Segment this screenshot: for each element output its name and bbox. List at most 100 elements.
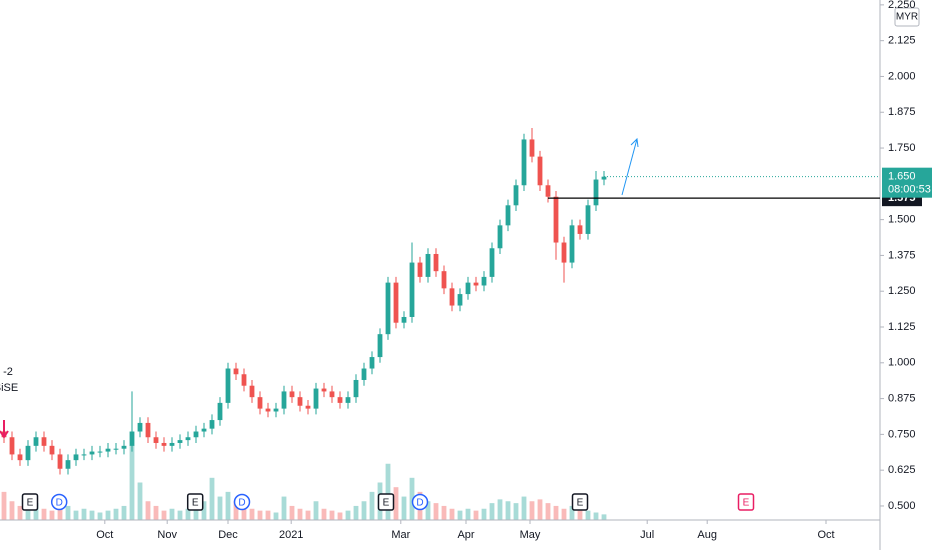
candle-body: [217, 402, 223, 421]
candle-body: [369, 357, 375, 369]
candle-body: [561, 242, 567, 263]
candle-body: [129, 431, 135, 446]
y-tick-label: 1.375: [888, 249, 916, 261]
volume-bar: [161, 510, 167, 520]
volume-bar: [41, 508, 47, 520]
currency-box: [894, 7, 920, 27]
volume-bar: [497, 499, 503, 520]
candle-body: [25, 445, 31, 461]
candle-body: [113, 448, 119, 450]
candle-body: [553, 196, 559, 243]
volume-bar: [289, 505, 295, 520]
volume-bar: [401, 496, 407, 520]
candle-body: [185, 437, 191, 441]
candle-body: [145, 422, 151, 438]
volume-bar: [209, 477, 215, 520]
projection-arrow: [621, 137, 639, 196]
event-label: E: [27, 498, 34, 509]
volume-bar: [273, 512, 279, 520]
candle-body: [153, 437, 159, 443]
x-tick-label: May: [520, 529, 541, 541]
volume-bar: [409, 477, 415, 520]
volume-bar: [513, 503, 519, 520]
candle-body: [89, 451, 95, 455]
candle-body: [529, 139, 535, 157]
annotation: -2: [3, 366, 13, 378]
candle-body: [297, 397, 303, 406]
candle-body: [329, 391, 335, 398]
dividend-marker: [233, 493, 251, 511]
volume-bar: [217, 496, 223, 520]
volume-bar: [545, 503, 551, 520]
event-label: D: [416, 498, 423, 509]
x-tick-label: Dec: [218, 529, 238, 541]
candle-body: [345, 397, 351, 403]
volume-bar: [441, 505, 447, 520]
volume-bar: [569, 505, 575, 520]
x-tick-label: Mar: [391, 529, 410, 541]
x-tick-label: Apr: [457, 529, 474, 541]
volume-bar: [553, 505, 559, 520]
volume-bar: [81, 508, 87, 520]
volume-bar: [305, 510, 311, 520]
volume-bar: [121, 505, 127, 520]
volume-bar: [433, 503, 439, 520]
event-label: D: [56, 498, 63, 509]
earnings-marker: [377, 493, 395, 511]
event-label: E: [383, 498, 390, 509]
volume-bar: [385, 463, 391, 520]
candle-body: [361, 368, 367, 380]
candle-body: [241, 374, 247, 386]
volume-bar: [185, 508, 191, 520]
volume-bar: [337, 512, 343, 520]
candle-body: [569, 225, 575, 263]
candle-body: [177, 440, 183, 443]
candle-body: [473, 282, 479, 286]
volume-bar: [457, 510, 463, 520]
candle-body: [233, 368, 239, 375]
event-label: E: [192, 498, 199, 509]
volume-bar: [73, 510, 79, 520]
volume-bar: [481, 508, 487, 520]
volume-bar: [49, 510, 55, 520]
candle-body: [433, 253, 439, 272]
volume-bar: [97, 512, 103, 520]
candle-body: [281, 391, 287, 409]
event-label: D: [238, 498, 245, 509]
candle-body: [457, 294, 463, 306]
candle-body: [465, 282, 471, 295]
candle-body: [265, 408, 271, 412]
candle-body: [65, 460, 71, 469]
volume-bar: [361, 501, 367, 520]
candle-body: [585, 205, 591, 234]
candle-layer: [1, 127, 607, 475]
x-tick-label: Oct: [817, 529, 834, 541]
event-label: E: [743, 498, 750, 509]
volume-bar: [529, 501, 535, 520]
earnings-marker: [571, 493, 589, 511]
candle-body: [121, 445, 127, 449]
candle-body: [401, 316, 407, 323]
candle-body: [497, 225, 503, 249]
candle-body: [385, 282, 391, 335]
volume-bar: [369, 491, 375, 520]
candle-body: [441, 271, 447, 289]
y-tick-label: 1.500: [888, 214, 916, 226]
volume-bar: [89, 510, 95, 520]
volume-bar: [177, 510, 183, 520]
y-tick-label: 2.250: [888, 0, 916, 11]
candle-body: [513, 185, 519, 206]
earnings-marker: [21, 493, 39, 511]
candle-body: [209, 420, 215, 429]
volume-bar: [105, 510, 111, 520]
candle-body: [169, 442, 175, 446]
candle-body: [161, 442, 167, 446]
y-tick-label: 0.750: [888, 428, 916, 440]
volume-bar: [561, 508, 567, 520]
volume-bar: [313, 501, 319, 520]
volume-bar: [33, 503, 39, 520]
candle-body: [337, 397, 343, 403]
volume-bar: [17, 505, 23, 520]
